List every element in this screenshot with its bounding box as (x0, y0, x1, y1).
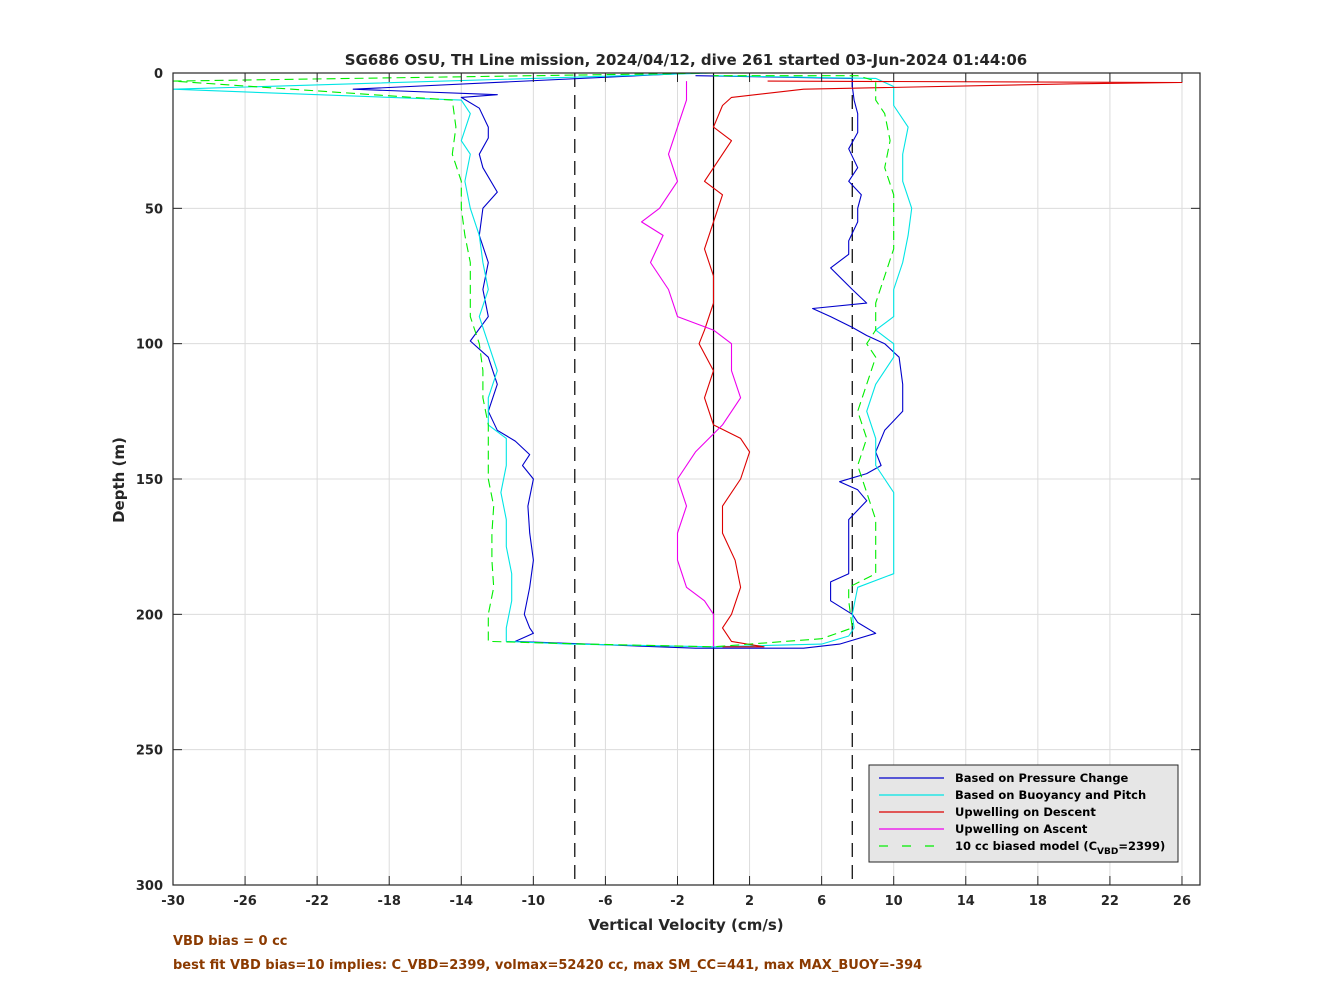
legend: Based on Pressure Change Based on Buoyanc… (868, 764, 1179, 863)
y-axis-label: Depth (m) (110, 437, 128, 523)
reference-lines (574, 73, 853, 885)
legend-label-text: Upwelling on Descent (955, 805, 1096, 819)
best-fit-note: best fit VBD bias=10 implies: C_VBD=2399… (173, 958, 923, 973)
legend-label-2: Based on Buoyancy and Pitch (955, 788, 1146, 802)
legend-label-tail: =2399) (1118, 839, 1165, 853)
legend-label-text: Based on Pressure Change (955, 771, 1129, 785)
x-tick-label: 10 (885, 894, 903, 909)
x-tick-label: 26 (1173, 894, 1191, 909)
legend-label-text: Upwelling on Ascent (955, 822, 1088, 836)
x-tick-label: 14 (957, 894, 975, 909)
chart-title: SG686 OSU, TH Line mission, 2024/04/12, … (345, 51, 1028, 69)
legend-box (868, 764, 1179, 863)
x-tick-label: -6 (598, 894, 612, 909)
legend-label-1: Based on Pressure Change (955, 771, 1129, 785)
x-axis-label: Vertical Velocity (cm/s) (588, 916, 783, 934)
x-tick-label: -2 (670, 894, 684, 909)
series-line-5 (172, 72, 895, 648)
axes (172, 72, 1201, 886)
legend-label-4: Upwelling on Ascent (955, 822, 1088, 836)
x-tick-label: -18 (377, 894, 401, 909)
y-tick-label: 100 (136, 338, 163, 353)
legend-label-text: 10 cc biased model (C (955, 839, 1097, 853)
x-tick-label: 6 (817, 894, 826, 909)
grid (172, 72, 1200, 886)
series-line-4 (640, 81, 742, 647)
y-tick-label: 250 (136, 744, 163, 759)
y-tick-label: 0 (154, 67, 163, 82)
x-tick-label: -14 (450, 894, 474, 909)
series-line-1 (352, 72, 904, 649)
data-series (172, 72, 1183, 649)
vbd-bias-note: VBD bias = 0 cc (173, 934, 288, 949)
y-tick-labels: 0 50 100 150 200 250 300 (136, 67, 163, 894)
legend-label-subscript: VBD (1097, 847, 1118, 857)
y-tick-label: 150 (136, 473, 163, 488)
legend-label-3: Upwelling on Descent (955, 805, 1096, 819)
x-tick-label: 18 (1029, 894, 1047, 909)
legend-label-5: 10 cc biased model (CVBD=2399) (955, 839, 1165, 857)
y-tick-label: 50 (145, 202, 163, 217)
legend-label-text: Based on Buoyancy and Pitch (955, 788, 1146, 802)
x-tick-label: -22 (305, 894, 329, 909)
series-line-2 (172, 72, 913, 648)
y-tick-label: 300 (136, 879, 163, 894)
y-tick-label: 200 (136, 608, 163, 623)
x-tick-label: -26 (233, 894, 257, 909)
x-tick-label: 2 (745, 894, 754, 909)
x-tick-labels: -30 -26 -22 -18 -14 -10 -6 -2 2 6 10 14 18 22 26 (161, 894, 1191, 909)
x-tick-label: 22 (1101, 894, 1119, 909)
x-tick-label: -30 (161, 894, 185, 909)
x-tick-label: -10 (522, 894, 546, 909)
series-line-3 (698, 80, 1183, 648)
